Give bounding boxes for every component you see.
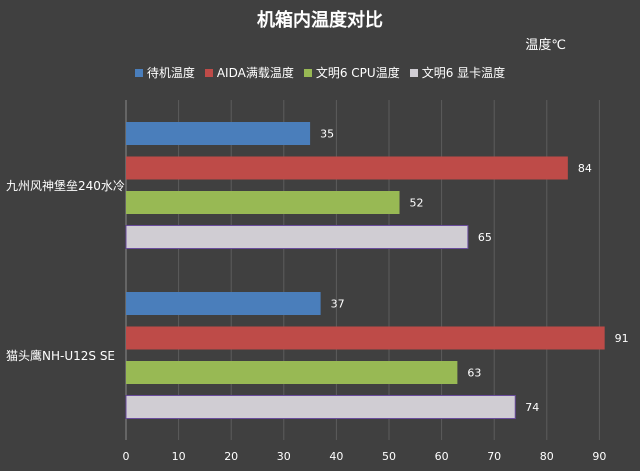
bar-0-1	[126, 156, 568, 180]
unit-label: 温度℃	[525, 38, 566, 53]
bar-1-3	[125, 395, 516, 419]
category-label-noctua: 猫头鹰NH-U12S SE	[6, 349, 116, 363]
x-tick-label-70: 70	[487, 450, 501, 463]
legend-swatch-aida	[204, 68, 213, 77]
legend-item-idle: 待机温度	[134, 64, 195, 81]
legend-swatch-civ-gpu	[409, 68, 418, 77]
bar-0-0	[126, 122, 311, 145]
data-label-0-1: 84	[578, 162, 592, 175]
legend-item-aida: AIDA满载温度	[204, 64, 294, 81]
legend-label-civ-cpu: 文明6 CPU温度	[315, 66, 400, 80]
legend-item-civ-cpu: 文明6 CPU温度	[303, 64, 400, 81]
legend-swatch-idle	[134, 68, 143, 77]
data-label-1-0: 37	[331, 298, 345, 311]
data-label-0-2: 52	[410, 197, 424, 210]
legend-label-aida: AIDA满载温度	[216, 66, 294, 80]
bar-0-2	[126, 191, 400, 214]
bar-1-2	[126, 361, 458, 384]
data-label-0-0: 35	[320, 128, 334, 141]
x-tick-label-50: 50	[382, 450, 396, 463]
x-tick-label-40: 40	[329, 450, 343, 463]
x-tick-label-10: 10	[172, 450, 186, 463]
x-tick-label-0: 0	[123, 450, 130, 463]
x-tick-label-20: 20	[224, 450, 238, 463]
x-tick-label-30: 30	[277, 450, 291, 463]
x-tick-label-80: 80	[540, 450, 554, 463]
legend-label-civ-gpu: 文明6 显卡温度	[421, 66, 506, 80]
category-label-deepcool: 九州风神堡垒240水冷	[6, 179, 125, 193]
x-tick-label-60: 60	[435, 450, 449, 463]
legend-item-civ-gpu: 文明6 显卡温度	[409, 64, 506, 81]
data-label-0-3: 65	[478, 231, 492, 244]
legend: 待机温度 AIDA满载温度 文明6 CPU温度 文明6 显卡温度	[0, 64, 640, 81]
bar-1-0	[126, 292, 321, 315]
legend-label-idle: 待机温度	[146, 66, 195, 80]
data-label-1-2: 63	[467, 367, 481, 380]
bar-0-3	[125, 225, 469, 249]
legend-swatch-civ-cpu	[303, 68, 312, 77]
data-label-1-3: 74	[525, 401, 539, 414]
data-label-1-1: 91	[615, 332, 629, 345]
x-tick-label-90: 90	[592, 450, 606, 463]
chart-title: 机箱内温度对比	[257, 10, 383, 31]
bar-1-1	[126, 326, 605, 350]
